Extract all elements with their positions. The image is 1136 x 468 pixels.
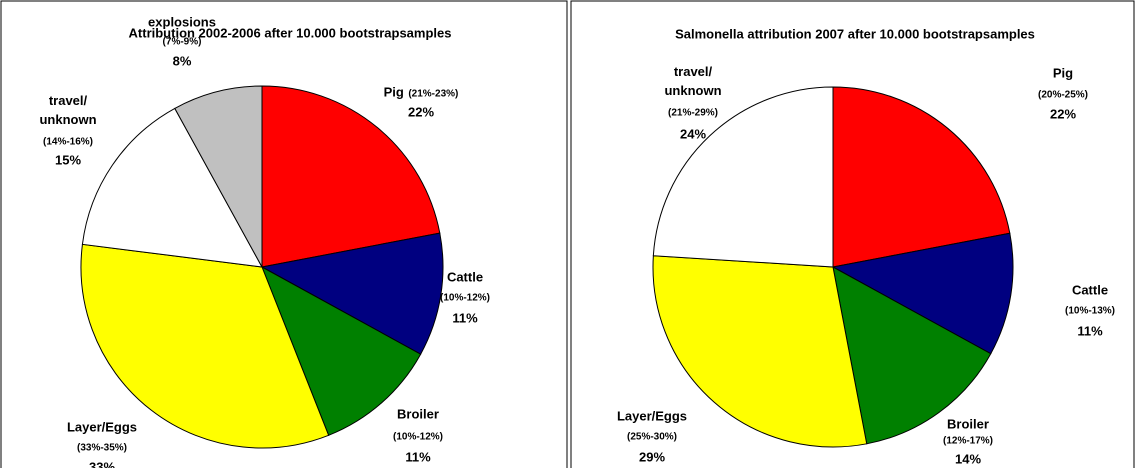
slice-name: Cattle [1071, 282, 1109, 298]
slice-name: travel/ unknown [664, 64, 722, 98]
pie-slice [652, 86, 834, 268]
slice-name: Layer/Eggs [66, 419, 138, 435]
slice-label: Pig (21%-23%) [384, 83, 459, 104]
chart-title: Salmonella attribution 2007 after 10.000… [675, 26, 1035, 42]
slice-range: (14%-16%) [42, 136, 94, 148]
value-label: 33% [88, 459, 116, 468]
slice-name: Broiler [947, 416, 989, 432]
pie-slice [174, 85, 263, 268]
slice-range: (7%-9%) [162, 36, 202, 48]
slice-name: Layer/Eggs [616, 408, 688, 424]
slice-range: (10%-12%) [439, 292, 491, 304]
value-label: 29% [638, 449, 666, 465]
slice-name: Broiler [397, 406, 439, 422]
value-label: 11% [452, 310, 478, 326]
pie-slice [261, 85, 441, 268]
value-label: 11% [1077, 323, 1103, 339]
pie-slice [652, 255, 868, 448]
value-label: 22% [407, 104, 435, 120]
pie-slice [832, 86, 1011, 268]
chart-border [0, 0, 568, 468]
slice-name: Pig [1052, 65, 1074, 81]
slice-name: Cattle [446, 269, 484, 285]
slice-range: (25%-30%) [626, 431, 678, 443]
slice-range: (20%-25%) [1037, 89, 1089, 101]
pie-slice [832, 266, 992, 445]
slice-name: explosions [148, 14, 216, 30]
pie-slice [80, 243, 330, 449]
slice-range: (21%-23%) [408, 88, 459, 100]
slice-range: (12%-17%) [942, 435, 994, 447]
slice-range: (33%-35%) [76, 442, 128, 454]
value-label: 15% [54, 152, 82, 168]
slice-name: Pig [383, 84, 404, 100]
chart-border [570, 0, 1135, 468]
value-label: 8% [172, 53, 192, 69]
value-label: 22% [1049, 106, 1077, 122]
pie-slice [261, 265, 422, 436]
pie-slice [260, 232, 444, 355]
pie-slice [831, 232, 1014, 355]
value-label: 24% [679, 126, 707, 142]
slice-range: (10%-12%) [392, 431, 444, 443]
slice-name: travel/ unknown [39, 93, 97, 127]
pie-slice [81, 107, 263, 268]
value-label: 11% [405, 449, 431, 465]
slice-range: (21%-29%) [667, 107, 719, 119]
value-label: 14% [954, 451, 982, 467]
chart-title: Attribution 2002-2006 after 10.000 boots… [128, 25, 452, 41]
slice-range: (10%-13%) [1064, 305, 1116, 317]
